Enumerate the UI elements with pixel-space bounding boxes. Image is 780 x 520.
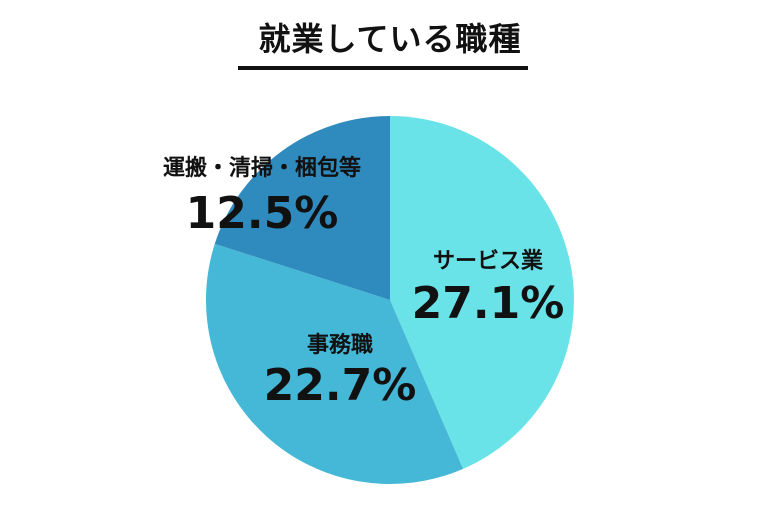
pie-slice [390,116,575,469]
title-underline [238,66,528,70]
slice-name-label: 運搬・清掃・梱包等 [163,155,361,181]
pie-slice [206,243,464,484]
pie-slices [206,116,575,484]
chart-title: 就業している職種 [258,20,522,58]
slice-name-label: 事務職 [307,332,373,358]
pie-slice [214,116,390,300]
slice-value-label: 12.5% [186,188,339,239]
slice-value-label: 22.7% [264,360,417,411]
slice-name-label: サービス業 [433,249,544,274]
slice-value-label: 27.1% [412,278,565,329]
